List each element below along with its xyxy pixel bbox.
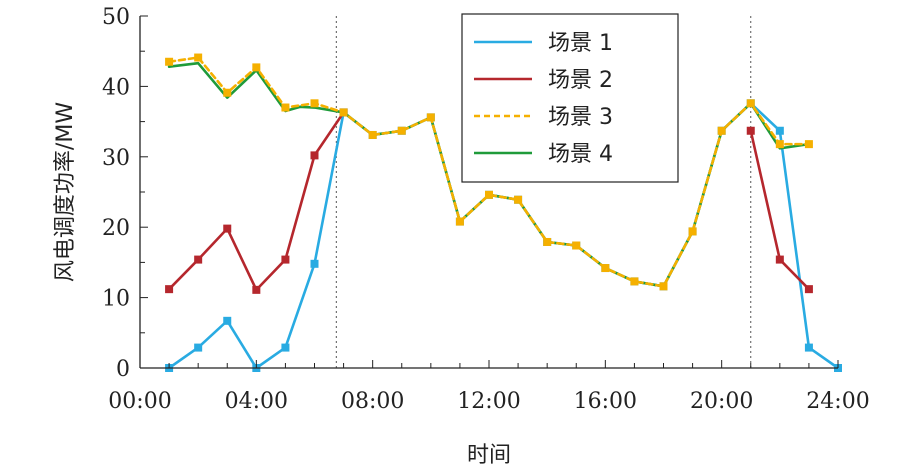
data-point	[775, 255, 784, 264]
data-point	[194, 343, 203, 352]
x-tick-label: 08:00	[341, 389, 404, 414]
series-3	[165, 108, 348, 294]
data-point	[223, 88, 232, 97]
data-point	[659, 282, 668, 291]
legend: 场景 1 场景 2 场景 3 场景 4	[461, 13, 679, 183]
legend-item: 场景 2	[474, 68, 613, 93]
series-line	[749, 129, 811, 291]
data-point	[310, 151, 319, 160]
legend-label: 场景 1	[548, 31, 613, 56]
data-point	[281, 343, 290, 352]
x-tick-label: 12:00	[457, 389, 520, 414]
data-point	[368, 130, 377, 139]
data-point	[572, 241, 581, 250]
data-point	[281, 255, 290, 264]
y-tick-label: 30	[102, 146, 130, 171]
data-point	[339, 108, 348, 117]
data-point	[165, 57, 174, 66]
legend-label: 场景 4	[548, 142, 613, 167]
data-point	[223, 316, 232, 325]
data-point	[281, 103, 290, 112]
data-point	[543, 237, 552, 246]
data-point	[804, 285, 813, 294]
data-point	[194, 255, 203, 264]
data-point	[775, 126, 784, 135]
series-4	[746, 126, 813, 294]
legend-item: 场景 3	[474, 105, 613, 130]
data-point	[804, 140, 813, 149]
data-point	[717, 126, 726, 135]
y-tick-label: 20	[102, 216, 130, 241]
x-tick-label: 20:00	[690, 389, 753, 414]
x-tick-label: 16:00	[574, 389, 637, 414]
data-point	[485, 190, 493, 199]
legend-label: 场景 3	[548, 105, 613, 130]
y-tick-label: 10	[102, 287, 130, 312]
data-point	[455, 217, 464, 226]
x-tick-label: 24:00	[806, 389, 869, 414]
data-point	[630, 277, 639, 286]
legend-item: 场景 4	[474, 142, 613, 167]
data-point	[746, 126, 755, 135]
x-axis-title: 时间	[467, 443, 511, 468]
series-layer	[165, 53, 842, 372]
data-point	[310, 99, 319, 108]
data-point	[223, 224, 232, 233]
y-tick-label: 0	[116, 357, 130, 382]
y-tick-label: 50	[102, 5, 130, 30]
legend-item: 场景 1	[474, 31, 613, 56]
y-axis-title: 风电调度功率/MW	[53, 102, 78, 282]
data-point	[514, 195, 523, 204]
data-point	[775, 140, 784, 149]
axes: 00:00 04:00 08:00 12:00 16:00 20:00 24:00 0 10 20…	[102, 5, 870, 414]
data-point	[397, 126, 406, 135]
data-point	[746, 99, 755, 108]
series-6	[165, 53, 813, 291]
data-point	[426, 113, 435, 122]
y-tick-label: 40	[102, 75, 130, 100]
reference-lines	[335, 16, 752, 368]
data-point	[601, 264, 610, 273]
data-point	[688, 227, 697, 236]
legend-label: 场景 2	[548, 68, 613, 93]
data-point	[252, 285, 261, 294]
data-point	[804, 343, 813, 352]
x-tick-label: 04:00	[225, 389, 288, 414]
data-point	[194, 53, 203, 62]
data-point	[310, 259, 319, 268]
data-point	[252, 63, 261, 72]
x-tick-label: 00:00	[108, 389, 171, 414]
data-point	[165, 285, 174, 294]
